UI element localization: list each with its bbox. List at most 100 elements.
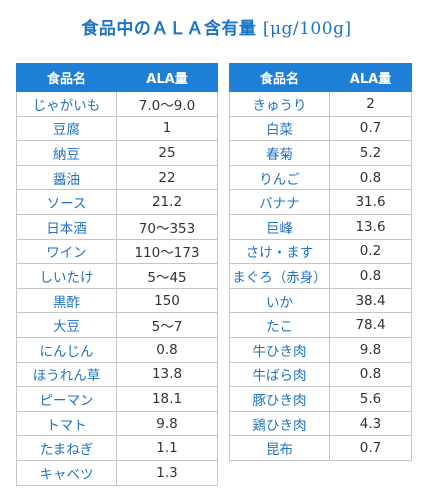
title-main: 食品中のＡＬＡ含有量 [81, 19, 257, 39]
food-name-cell: 豚ひき肉 [229, 386, 330, 412]
ala-value-cell: 22 [116, 164, 218, 191]
table-row: 豆腐 1 [16, 115, 218, 142]
food-name-cell: いか [229, 287, 330, 314]
ala-value-cell: 5～7 [116, 312, 218, 338]
food-name-cell: じゃがいも [16, 91, 117, 117]
table-row: にんじん 0.8 [16, 336, 218, 363]
ala-value-cell: 21.2 [116, 189, 218, 215]
ala-value-cell: 31.6 [329, 189, 412, 215]
table-row: ほうれん草 13.8 [16, 361, 218, 388]
table-row: きゅうり 2 [229, 91, 412, 117]
ala-value-cell: 18.1 [116, 386, 218, 412]
table-row: りんご 0.8 [229, 164, 412, 191]
food-name-cell: 昆布 [229, 435, 330, 461]
ala-value-cell: 0.7 [329, 115, 412, 142]
ala-value-cell: 7.0～9.0 [116, 91, 218, 117]
food-name-cell: 巨峰 [229, 213, 330, 240]
ala-value-cell: 9.8 [329, 336, 412, 363]
ala-value-cell: 13.6 [329, 213, 412, 240]
food-name-cell: 鶏ひき肉 [229, 410, 330, 437]
food-name-cell: 白菜 [229, 115, 330, 142]
ala-value-cell: 70～353 [116, 213, 218, 240]
table-row: キャベツ 1.3 [16, 459, 218, 486]
ala-value-cell: 9.8 [116, 410, 218, 437]
ala-value-cell: 0.7 [329, 435, 412, 461]
food-name-cell: しいたけ [16, 263, 117, 289]
ala-value-cell: 150 [116, 287, 218, 314]
ala-value-cell: 5～45 [116, 263, 218, 289]
table-row: たこ 78.4 [229, 312, 412, 338]
table-row: 納豆 25 [16, 140, 218, 166]
food-name-cell: 納豆 [16, 140, 117, 166]
table-row: 牛ばら肉 0.8 [229, 361, 412, 388]
food-name-cell: ソース [16, 189, 117, 215]
ala-value-cell: 1.3 [116, 459, 218, 486]
column-header-value: ALA量 [329, 63, 412, 92]
ala-value-cell: 4.3 [329, 410, 412, 437]
ala-value-cell: 0.8 [116, 336, 218, 363]
ala-value-cell: 110～173 [116, 238, 218, 265]
table-row: バナナ 31.6 [229, 189, 412, 215]
table-row: 昆布 0.7 [229, 435, 412, 461]
table-row: トマト 9.8 [16, 410, 218, 437]
table-row: たまねぎ 1.1 [16, 435, 218, 461]
ala-value-cell: 5.2 [329, 140, 412, 166]
table-row: ワイン 110～173 [16, 238, 218, 265]
food-name-cell: ワイン [16, 238, 117, 265]
food-name-cell: 春菊 [229, 140, 330, 166]
table-row: いか 38.4 [229, 287, 412, 314]
ala-value-cell: 1.1 [116, 435, 218, 461]
food-name-cell: ほうれん草 [16, 361, 117, 388]
ala-value-cell: 25 [116, 140, 218, 166]
food-name-cell: りんご [229, 164, 330, 191]
ala-value-cell: 0.8 [329, 361, 412, 388]
table-row: 日本酒 70～353 [16, 213, 218, 240]
ala-value-cell: 5.6 [329, 386, 412, 412]
food-name-cell: たこ [229, 312, 330, 338]
food-name-cell: トマト [16, 410, 117, 437]
table-row: じゃがいも 7.0～9.0 [16, 91, 218, 117]
food-name-cell: にんじん [16, 336, 117, 363]
table-row: まぐろ（赤身） 0.8 [229, 263, 412, 289]
food-name-cell: まぐろ（赤身） [229, 263, 330, 289]
food-name-cell: 豆腐 [16, 115, 117, 142]
food-name-cell: きゅうり [229, 91, 330, 117]
column-header-food: 食品名 [229, 63, 330, 92]
ala-value-cell: 0.8 [329, 263, 412, 289]
ala-value-cell: 0.8 [329, 164, 412, 191]
table-row: ソース 21.2 [16, 189, 218, 215]
table-row: 鶏ひき肉 4.3 [229, 410, 412, 437]
ala-value-cell: 78.4 [329, 312, 412, 338]
food-name-cell: 黒酢 [16, 287, 117, 314]
food-name-cell: 日本酒 [16, 213, 117, 240]
food-name-cell: バナナ [229, 189, 330, 215]
page-title: 食品中のＡＬＡ含有量 [μg/100g] [0, 14, 433, 39]
ala-value-cell: 2 [329, 91, 412, 117]
food-name-cell: 牛ひき肉 [229, 336, 330, 363]
table-row: 春菊 5.2 [229, 140, 412, 166]
table-row: 大豆 5～7 [16, 312, 218, 338]
food-name-cell: 大豆 [16, 312, 117, 338]
title-unit: [μg/100g] [262, 19, 352, 39]
table-header-row: 食品名 ALA量 [16, 63, 218, 92]
table-row: 黒酢 150 [16, 287, 218, 314]
table-row: 巨峰 13.6 [229, 213, 412, 240]
ala-table-left: 食品名 ALA量 じゃがいも 7.0～9.0 豆腐 1 納豆 25 醤油 22 ソース 21.2 日… [16, 63, 218, 486]
column-header-value: ALA量 [116, 63, 218, 92]
ala-value-cell: 1 [116, 115, 218, 142]
food-name-cell: 牛ばら肉 [229, 361, 330, 388]
ala-table-right: 食品名 ALA量 きゅうり 2 白菜 0.7 春菊 5.2 りんご 0.8 バナナ 31.6 巨峰 1… [229, 63, 412, 461]
ala-value-cell: 38.4 [329, 287, 412, 314]
ala-value-cell: 13.8 [116, 361, 218, 388]
food-name-cell: 醤油 [16, 164, 117, 191]
food-name-cell: ピーマン [16, 386, 117, 412]
table-row: 醤油 22 [16, 164, 218, 191]
table-row: 白菜 0.7 [229, 115, 412, 142]
column-header-food: 食品名 [16, 63, 117, 92]
table-row: さけ・ます 0.2 [229, 238, 412, 265]
food-name-cell: さけ・ます [229, 238, 330, 265]
food-name-cell: たまねぎ [16, 435, 117, 461]
ala-value-cell: 0.2 [329, 238, 412, 265]
table-row: ピーマン 18.1 [16, 386, 218, 412]
table-header-row: 食品名 ALA量 [229, 63, 412, 92]
